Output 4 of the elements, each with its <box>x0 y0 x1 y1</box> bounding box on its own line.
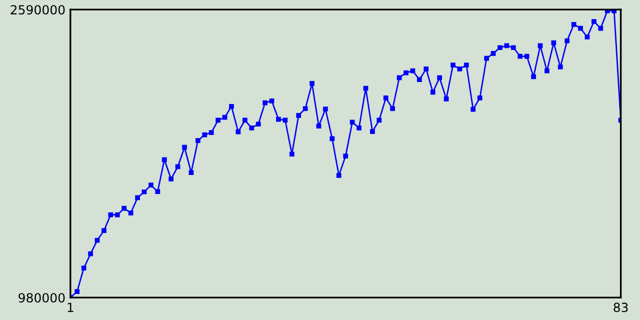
y-tick-label: 2590000 <box>10 5 65 15</box>
x-tick-label: 83 <box>614 302 628 312</box>
y-tick-label: 980000 <box>18 293 65 303</box>
x-tick-label: 1 <box>68 302 74 312</box>
